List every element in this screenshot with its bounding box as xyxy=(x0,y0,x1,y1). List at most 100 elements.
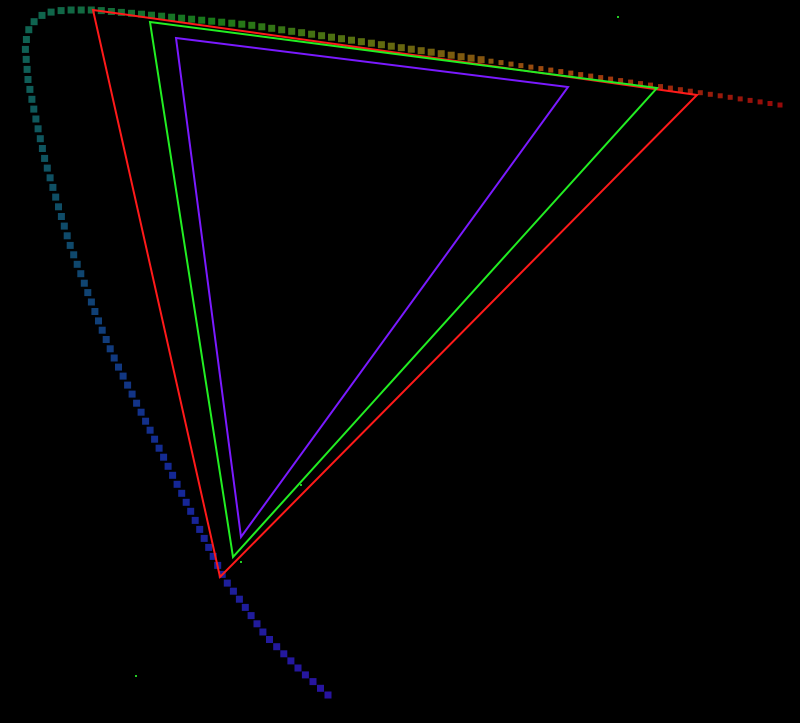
locus-dot xyxy=(608,76,614,82)
locus-dot xyxy=(178,489,186,497)
locus-dot xyxy=(188,15,196,23)
locus-dot xyxy=(667,85,673,91)
locus-dot xyxy=(238,20,246,28)
stray-dot xyxy=(240,561,242,563)
locus-dot xyxy=(747,97,753,103)
locus-dot xyxy=(66,241,74,249)
locus-dot xyxy=(133,399,141,407)
locus-dot xyxy=(128,390,136,398)
locus-dot xyxy=(87,298,95,306)
locus-dot xyxy=(57,7,65,15)
locus-dot xyxy=(34,125,42,133)
locus-dot xyxy=(223,579,231,587)
locus-dot xyxy=(268,24,276,32)
spectral-locus xyxy=(21,6,783,699)
locus-dot xyxy=(235,595,243,603)
locus-dot xyxy=(22,55,30,63)
locus-dot xyxy=(280,650,288,658)
locus-dot xyxy=(77,270,85,278)
locus-dot xyxy=(47,8,55,16)
locus-dot xyxy=(328,33,335,41)
locus-dot xyxy=(77,6,85,14)
locus-dot xyxy=(324,691,332,699)
locus-dot xyxy=(417,47,425,55)
locus-dot xyxy=(106,345,114,353)
locus-dot xyxy=(26,85,34,93)
locus-dot xyxy=(196,525,204,533)
locus-dot xyxy=(697,90,703,96)
locus-dot xyxy=(508,61,514,67)
locus-dot xyxy=(24,76,32,83)
locus-dot xyxy=(618,78,624,84)
green-gamut-triangle xyxy=(148,20,660,560)
locus-dot xyxy=(102,336,110,343)
locus-dot xyxy=(191,516,199,524)
locus-dot xyxy=(63,232,71,240)
locus-dot xyxy=(427,48,435,56)
locus-dot xyxy=(588,73,594,79)
locus-dot xyxy=(677,87,683,93)
locus-dot xyxy=(158,12,166,20)
locus-dot xyxy=(160,453,168,461)
locus-dot xyxy=(119,372,127,380)
locus-dot xyxy=(301,671,309,679)
locus-dot xyxy=(298,29,306,37)
locus-dot xyxy=(124,381,132,389)
locus-dot xyxy=(178,14,186,22)
locus-dot xyxy=(538,66,544,72)
locus-dot xyxy=(30,18,38,26)
locus-dot xyxy=(294,664,302,672)
locus-dot xyxy=(568,70,574,76)
locus-dot xyxy=(128,9,135,17)
locus-dot xyxy=(22,36,30,43)
locus-dot xyxy=(397,44,405,52)
locus-dot xyxy=(757,99,763,105)
locus-dot xyxy=(49,183,57,191)
locus-dot xyxy=(518,63,524,69)
locus-dot xyxy=(209,552,217,560)
locus-dot xyxy=(498,60,504,66)
locus-dot xyxy=(338,35,345,43)
locus-dot xyxy=(115,363,122,371)
locus-dot xyxy=(164,462,172,470)
locus-dot xyxy=(25,26,33,34)
locus-dot xyxy=(578,72,584,78)
stray-dot xyxy=(300,484,302,486)
locus-dot xyxy=(91,308,99,315)
locus-dot xyxy=(146,426,154,434)
stray-dot xyxy=(135,675,137,677)
locus-dot xyxy=(87,6,95,14)
locus-dot xyxy=(707,91,713,97)
locus-dot xyxy=(317,684,324,692)
locus-dot xyxy=(28,95,36,103)
stray-dot xyxy=(617,16,619,18)
locus-dot xyxy=(200,534,208,542)
locus-dot xyxy=(187,507,195,515)
locus-dot xyxy=(648,82,653,88)
locus-dot xyxy=(727,94,733,100)
locus-dot xyxy=(117,8,125,16)
locus-dot xyxy=(142,417,150,425)
locus-dot xyxy=(598,75,604,81)
locus-dot xyxy=(253,620,261,628)
locus-dot xyxy=(737,96,743,102)
locus-dot xyxy=(43,164,51,172)
locus-dot xyxy=(95,317,102,325)
locus-dot xyxy=(182,498,190,506)
locus-dot xyxy=(437,50,445,58)
locus-dot xyxy=(138,10,145,18)
locus-dot xyxy=(228,19,236,27)
locus-dot xyxy=(318,32,326,40)
locus-dot xyxy=(278,26,286,34)
locus-dot xyxy=(30,105,38,113)
locus-dot xyxy=(151,435,159,443)
locus-dot xyxy=(387,42,395,50)
locus-dot xyxy=(628,79,634,85)
locus-dot xyxy=(308,30,316,38)
locus-dot xyxy=(687,88,693,94)
locus-dot xyxy=(218,18,226,26)
locus-dot xyxy=(377,41,385,49)
